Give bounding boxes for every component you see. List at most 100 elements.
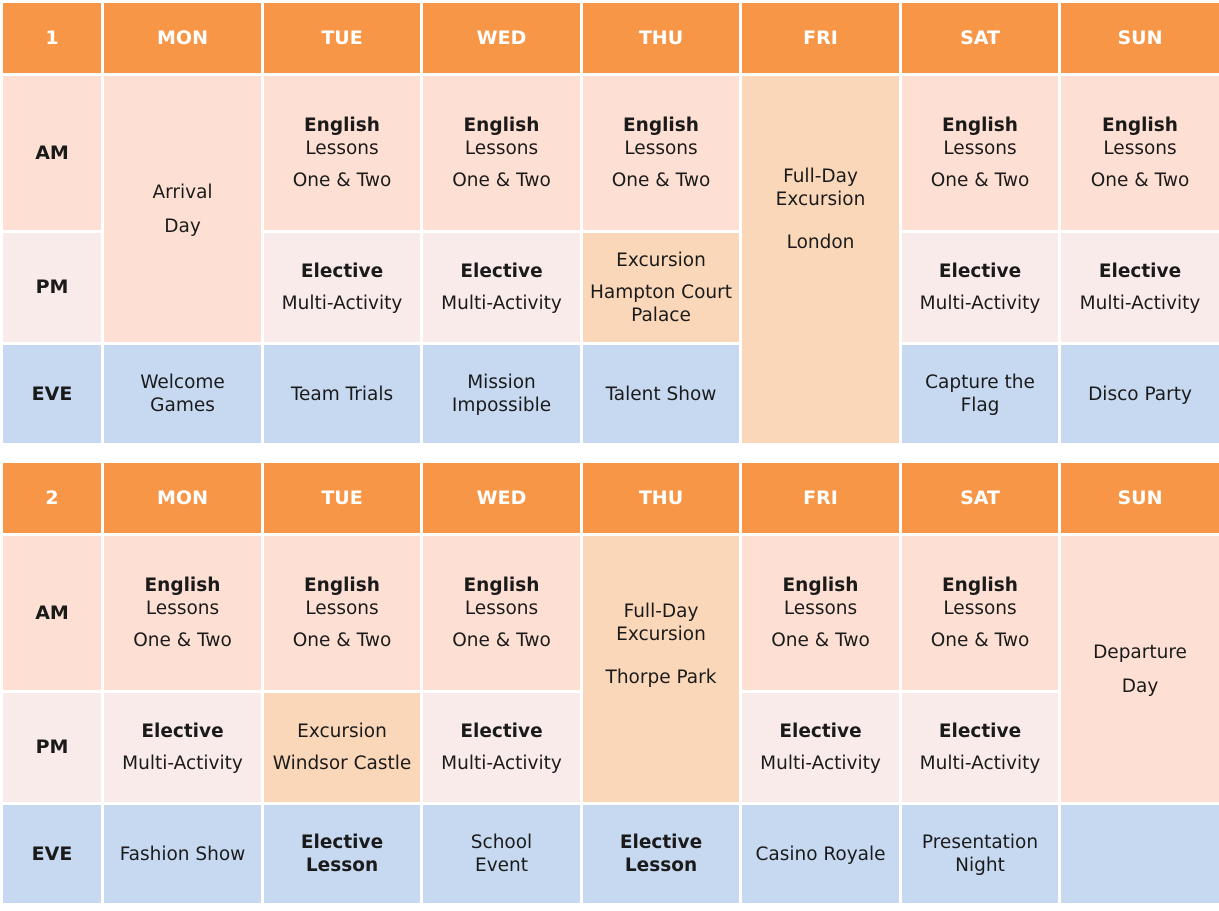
multi-activity-label: Multi-Activity <box>281 293 403 314</box>
multi-activity-label: Multi-Activity <box>1079 293 1201 314</box>
eve-row: EVE Welcome Games Team Trials Mission Impo… <box>0 342 1219 446</box>
departure-line-2: Day <box>1121 675 1159 697</box>
am-row: AM English Lessons One & Two English Lesson… <box>0 533 1219 805</box>
excursion-cell: Excursion Windsor Castle <box>261 690 423 805</box>
excursion-cell: Excursion Hampton Court Palace <box>580 230 742 345</box>
week-number: 2 <box>0 460 104 536</box>
day-header-mon: MON <box>101 460 264 536</box>
english-label: English <box>304 575 380 596</box>
lessons-label: Lessons <box>305 138 379 159</box>
full-day-label: Full-Day <box>783 166 858 187</box>
one-two-label: One & Two <box>930 170 1030 191</box>
evening-activity-label: Flag <box>960 395 1000 416</box>
elective-label: Elective <box>779 721 862 742</box>
day-header-sat: SAT <box>899 460 1061 536</box>
multi-activity-label: Multi-Activity <box>919 293 1041 314</box>
evening-activity-label: Mission <box>467 372 536 393</box>
excursion-label: Excursion <box>297 721 387 742</box>
week-2-schedule: 2 MON TUE WED THU FRI SAT SUN AM English… <box>0 460 1219 906</box>
slot-label-eve: EVE <box>0 342 104 446</box>
evening-activity-cell: Talent Show <box>580 342 742 446</box>
day-header-mon: MON <box>101 0 264 76</box>
evening-activity-label: Capture the <box>925 372 1035 393</box>
english-label: English <box>623 115 699 136</box>
english-lessons-cell: English Lessons One & Two <box>101 533 264 693</box>
full-day-label: Full-Day <box>623 600 699 622</box>
english-label: English <box>144 575 221 596</box>
excursion-label: Excursion <box>616 623 706 645</box>
full-day-excursion-cell: Full-Day Excursion London <box>739 73 902 446</box>
lessons-label: Lessons <box>943 598 1017 619</box>
day-header-sun: SUN <box>1058 460 1219 536</box>
english-lessons-cell: English Lessons One & Two <box>420 73 583 233</box>
slot-label-pm: PM <box>0 690 104 805</box>
multi-activity-label: Multi-Activity <box>441 293 562 314</box>
departure-day-cell: Departure Day <box>1058 533 1219 805</box>
slot-label-eve: EVE <box>0 802 104 906</box>
excursion-place: Hampton Court <box>589 281 732 303</box>
english-label: English <box>304 115 380 136</box>
elective-label: Elective <box>1098 261 1182 282</box>
week-1-schedule: 1 MON TUE WED THU FRI SAT SUN AM Arrival… <box>0 0 1219 446</box>
elective-cell: Elective Multi-Activity <box>261 230 423 345</box>
lessons-label: Lessons <box>145 598 220 619</box>
evening-activity-label: Elective <box>300 832 384 853</box>
elective-cell: Elective Multi-Activity <box>1058 230 1219 345</box>
evening-activity-cell: Disco Party <box>1058 342 1219 446</box>
am-row: AM Arrival Day English Lessons One & Two E… <box>0 73 1219 446</box>
slot-label-am: AM <box>0 73 104 233</box>
english-label: English <box>463 575 540 596</box>
evening-activity-cell: Capture the Flag <box>899 342 1061 446</box>
arrival-line-1: Arrival <box>152 181 213 203</box>
english-label: English <box>942 115 1018 136</box>
one-two-label: One & Two <box>452 170 551 191</box>
excursion-place: Palace <box>631 304 691 326</box>
day-header-fri: FRI <box>739 0 902 76</box>
evening-activity-cell: Mission Impossible <box>420 342 583 446</box>
evening-activity-label: Impossible <box>451 395 552 416</box>
elective-cell: Elective Multi-Activity <box>420 690 583 805</box>
english-label: English <box>1102 115 1178 136</box>
lessons-label: Lessons <box>783 598 858 619</box>
one-two-label: One & Two <box>611 170 711 191</box>
english-label: English <box>942 575 1018 596</box>
one-two-label: One & Two <box>930 630 1030 651</box>
excursion-label: Excursion <box>616 249 706 271</box>
english-lessons-cell: English Lessons One & Two <box>899 533 1061 693</box>
eve-row: EVE Fashion Show Elective Lesson School Ev… <box>0 802 1219 906</box>
lessons-label: Lessons <box>305 598 379 619</box>
english-lessons-cell: English Lessons One & Two <box>261 533 423 693</box>
week-2-header-row: 2 MON TUE WED THU FRI SAT SUN <box>0 460 1219 536</box>
pm-row: PM Elective Multi-Activity Excursion Winds… <box>0 690 1219 805</box>
english-label: English <box>782 575 859 596</box>
lessons-label: Lessons <box>1103 138 1177 159</box>
one-two-label: One & Two <box>771 630 870 651</box>
evening-activity-cell: Elective Lesson <box>261 802 423 906</box>
one-two-label: One & Two <box>292 170 392 191</box>
elective-cell: Elective Multi-Activity <box>899 230 1061 345</box>
evening-activity-label: Lesson <box>305 855 379 876</box>
elective-cell: Elective Multi-Activity <box>899 690 1061 805</box>
day-header-tue: TUE <box>261 0 423 76</box>
multi-activity-label: Multi-Activity <box>122 753 243 774</box>
departure-line-1: Departure <box>1093 641 1187 663</box>
evening-activity-cell <box>1058 802 1219 906</box>
elective-label: Elective <box>938 261 1022 282</box>
one-two-label: One & Two <box>292 630 392 651</box>
day-header-wed: WED <box>420 0 583 76</box>
evening-activity-label: Night <box>955 855 1005 876</box>
elective-label: Elective <box>300 261 384 282</box>
full-day-excursion-cell: Full-Day Excursion Thorpe Park <box>580 533 742 805</box>
excursion-place: Thorpe Park <box>605 666 717 688</box>
week-number: 1 <box>0 0 104 76</box>
evening-activity-cell: Presentation Night <box>899 802 1061 906</box>
excursion-place: London <box>786 232 855 253</box>
multi-activity-label: Multi-Activity <box>441 753 562 774</box>
evening-activity-label: School <box>470 832 533 853</box>
multi-activity-label: Multi-Activity <box>760 753 881 774</box>
elective-label: Elective <box>460 721 543 742</box>
slot-label-am: AM <box>0 533 104 693</box>
english-lessons-cell: English Lessons One & Two <box>1058 73 1219 233</box>
english-lessons-cell: English Lessons One & Two <box>899 73 1061 233</box>
arrival-line-2: Day <box>164 215 201 237</box>
